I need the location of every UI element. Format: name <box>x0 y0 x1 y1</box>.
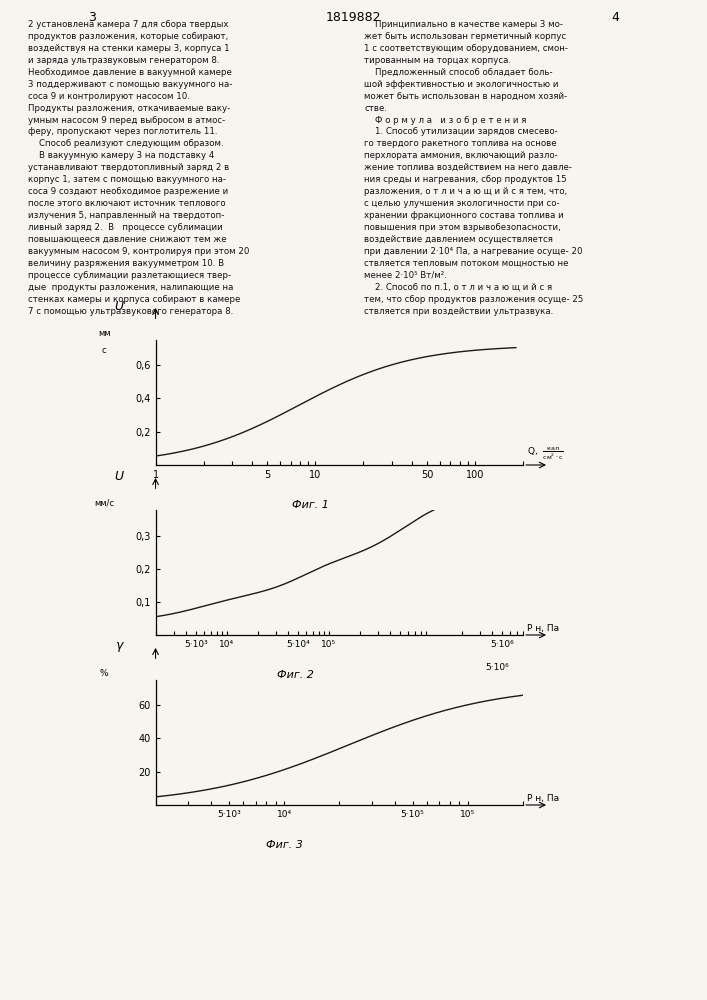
Text: мм: мм <box>98 328 110 338</box>
Text: P н, Па: P н, Па <box>527 794 559 802</box>
Text: γ: γ <box>115 640 122 652</box>
Text: 4: 4 <box>611 11 619 24</box>
Text: P н, Па: P н, Па <box>527 624 559 633</box>
Text: %: % <box>100 668 108 678</box>
Text: 3: 3 <box>88 11 96 24</box>
Text: U: U <box>115 470 123 483</box>
Text: Принципиально в качестве камеры 3 мо-
жет быть использован герметичный корпус
1 : Принципиально в качестве камеры 3 мо- же… <box>364 20 583 316</box>
Text: 1819882: 1819882 <box>326 11 381 24</box>
Text: 2 установлена камера 7 для сбора твердых
продуктов разложения, которые собирают,: 2 установлена камера 7 для сбора твердых… <box>28 20 250 316</box>
Text: с: с <box>102 346 106 355</box>
Text: Фиг. 3: Фиг. 3 <box>266 840 303 850</box>
Text: Q,  $\frac{\text{кал}}{\text{см}^2 \cdot \text{с}}$: Q, $\frac{\text{кал}}{\text{см}^2 \cdot … <box>527 446 563 462</box>
Text: U: U <box>115 300 123 312</box>
Text: Фиг. 1: Фиг. 1 <box>291 500 328 510</box>
Text: Фиг. 2: Фиг. 2 <box>277 670 314 680</box>
Text: мм/с: мм/с <box>94 498 114 508</box>
Text: 5·10⁶: 5·10⁶ <box>486 662 509 672</box>
